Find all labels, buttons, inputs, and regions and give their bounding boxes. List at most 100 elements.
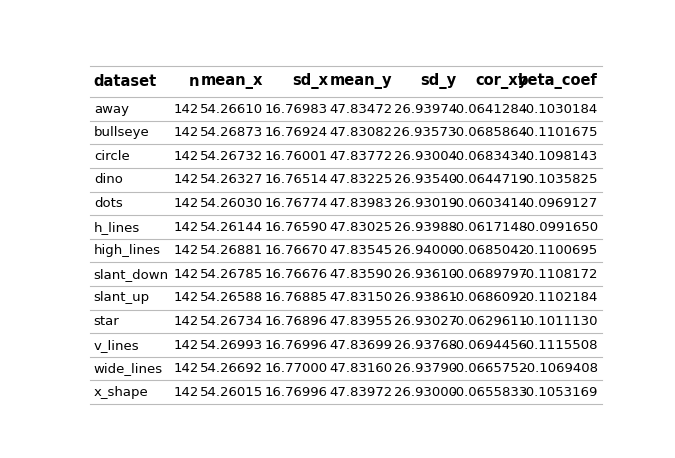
Text: 26.93027: 26.93027 <box>394 315 457 328</box>
Text: away: away <box>94 103 129 115</box>
Text: 16.76996: 16.76996 <box>265 338 328 352</box>
Text: 142: 142 <box>173 126 199 139</box>
Text: 54.26030: 54.26030 <box>200 197 263 210</box>
Text: 16.77000: 16.77000 <box>265 362 328 375</box>
Text: 16.76676: 16.76676 <box>265 268 328 281</box>
Text: 26.93768: 26.93768 <box>394 338 457 352</box>
Text: -0.1069408: -0.1069408 <box>522 362 598 375</box>
Text: -0.0617148: -0.0617148 <box>451 221 527 234</box>
Text: 54.26015: 54.26015 <box>200 386 263 399</box>
Text: 54.26734: 54.26734 <box>200 315 263 328</box>
Text: 54.26588: 54.26588 <box>200 291 263 305</box>
Text: 54.26692: 54.26692 <box>200 362 263 375</box>
Text: -0.0644719: -0.0644719 <box>452 174 527 186</box>
Text: 142: 142 <box>173 362 199 375</box>
Text: 47.83772: 47.83772 <box>329 150 392 163</box>
Text: -0.0629611: -0.0629611 <box>451 315 527 328</box>
Text: 54.26993: 54.26993 <box>200 338 263 352</box>
Text: -0.0969127: -0.0969127 <box>522 197 598 210</box>
Text: -0.0991650: -0.0991650 <box>522 221 598 234</box>
Text: sd_x: sd_x <box>292 73 328 89</box>
Text: 142: 142 <box>173 291 199 305</box>
Text: 54.26873: 54.26873 <box>200 126 263 139</box>
Text: beta_coef: beta_coef <box>518 73 598 89</box>
Text: -0.1011130: -0.1011130 <box>522 315 598 328</box>
Text: 26.93974: 26.93974 <box>394 103 457 115</box>
Text: 142: 142 <box>173 315 199 328</box>
Text: 54.26144: 54.26144 <box>200 221 263 234</box>
Text: 142: 142 <box>173 244 199 257</box>
Text: 54.26732: 54.26732 <box>200 150 263 163</box>
Text: 16.76996: 16.76996 <box>265 386 328 399</box>
Text: -0.0689797: -0.0689797 <box>452 268 527 281</box>
Text: 47.83545: 47.83545 <box>329 244 392 257</box>
Text: 26.93019: 26.93019 <box>394 197 457 210</box>
Text: n: n <box>188 74 199 89</box>
Text: 47.83082: 47.83082 <box>329 126 392 139</box>
Text: 54.26610: 54.26610 <box>200 103 263 115</box>
Text: -0.1035825: -0.1035825 <box>522 174 598 186</box>
Text: 47.83472: 47.83472 <box>329 103 392 115</box>
Text: 142: 142 <box>173 268 199 281</box>
Text: 54.26327: 54.26327 <box>200 174 263 186</box>
Text: slant_up: slant_up <box>94 291 150 305</box>
Text: mean_y: mean_y <box>330 74 392 89</box>
Text: 16.76983: 16.76983 <box>265 103 328 115</box>
Text: 142: 142 <box>173 221 199 234</box>
Text: 142: 142 <box>173 174 199 186</box>
Text: 16.76885: 16.76885 <box>265 291 328 305</box>
Text: -0.0694456: -0.0694456 <box>452 338 527 352</box>
Text: 16.76514: 16.76514 <box>265 174 328 186</box>
Text: -0.0665752: -0.0665752 <box>451 362 527 375</box>
Text: 47.83699: 47.83699 <box>329 338 392 352</box>
Text: high_lines: high_lines <box>94 244 161 257</box>
Text: sd_y: sd_y <box>421 73 457 89</box>
Text: -0.0685042: -0.0685042 <box>452 244 527 257</box>
Text: 142: 142 <box>173 197 199 210</box>
Text: 47.83972: 47.83972 <box>329 386 392 399</box>
Text: bullseye: bullseye <box>94 126 150 139</box>
Text: 54.26785: 54.26785 <box>200 268 263 281</box>
Text: 26.93573: 26.93573 <box>394 126 457 139</box>
Text: 16.76896: 16.76896 <box>265 315 328 328</box>
Text: -0.0685864: -0.0685864 <box>452 126 527 139</box>
Text: dots: dots <box>94 197 123 210</box>
Text: 26.93540: 26.93540 <box>394 174 457 186</box>
Text: 47.83025: 47.83025 <box>329 221 392 234</box>
Text: x_shape: x_shape <box>94 386 148 399</box>
Text: mean_x: mean_x <box>201 74 263 89</box>
Text: dino: dino <box>94 174 123 186</box>
Text: 47.83983: 47.83983 <box>329 197 392 210</box>
Text: -0.0603414: -0.0603414 <box>452 197 527 210</box>
Text: 16.76924: 16.76924 <box>265 126 328 139</box>
Text: 26.93000: 26.93000 <box>394 386 457 399</box>
Text: 26.93790: 26.93790 <box>394 362 457 375</box>
Text: -0.1102184: -0.1102184 <box>522 291 598 305</box>
Text: 26.93610: 26.93610 <box>394 268 457 281</box>
Text: -0.0641284: -0.0641284 <box>452 103 527 115</box>
Text: 47.83955: 47.83955 <box>329 315 392 328</box>
Text: star: star <box>94 315 119 328</box>
Text: wide_lines: wide_lines <box>94 362 163 375</box>
Text: slant_down: slant_down <box>94 268 169 281</box>
Text: -0.1101675: -0.1101675 <box>522 126 598 139</box>
Text: h_lines: h_lines <box>94 221 140 234</box>
Text: -0.0683434: -0.0683434 <box>452 150 527 163</box>
Text: -0.1030184: -0.1030184 <box>522 103 598 115</box>
Text: v_lines: v_lines <box>94 338 140 352</box>
Text: 47.83150: 47.83150 <box>329 291 392 305</box>
Text: -0.1115508: -0.1115508 <box>522 338 598 352</box>
Text: 26.93988: 26.93988 <box>394 221 457 234</box>
Text: -0.0686092: -0.0686092 <box>452 291 527 305</box>
Text: cor_xy: cor_xy <box>475 74 527 89</box>
Text: 26.93861: 26.93861 <box>394 291 457 305</box>
Text: 16.76590: 16.76590 <box>265 221 328 234</box>
Text: 26.93004: 26.93004 <box>394 150 457 163</box>
Text: dataset: dataset <box>94 74 157 89</box>
Text: -0.1100695: -0.1100695 <box>522 244 598 257</box>
Text: -0.1098143: -0.1098143 <box>522 150 598 163</box>
Text: 47.83225: 47.83225 <box>329 174 392 186</box>
Text: 16.76774: 16.76774 <box>265 197 328 210</box>
Text: 47.83160: 47.83160 <box>329 362 392 375</box>
Text: 16.76670: 16.76670 <box>265 244 328 257</box>
